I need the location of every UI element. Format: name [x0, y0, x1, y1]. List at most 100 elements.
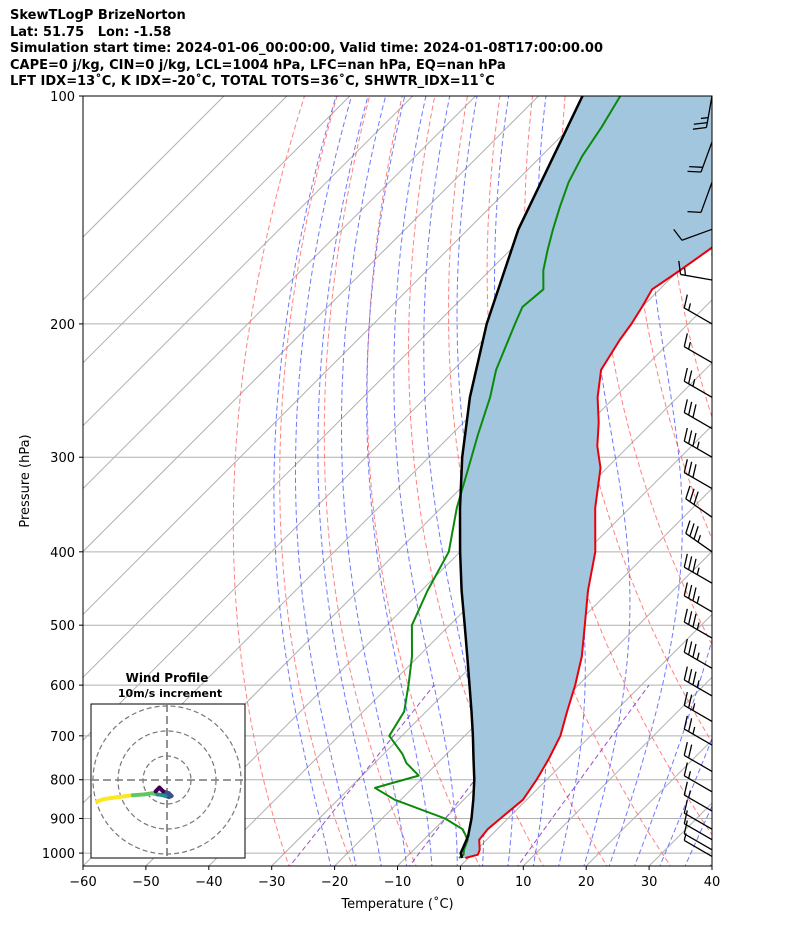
y-tick-label: 100	[50, 90, 75, 105]
wind-barb-staff	[683, 380, 713, 398]
wind-barb-flag	[687, 401, 693, 416]
chart-title: SkewTLogP BrizeNorton	[10, 8, 186, 23]
wind-barb-half-flag	[692, 726, 696, 735]
moist-adiabat	[423, 96, 485, 866]
wind-barb	[683, 833, 713, 857]
mixing-ratio-line	[408, 684, 548, 866]
isotherm-line	[83, 96, 288, 301]
wind-barb	[678, 260, 713, 281]
wind-barb-staff	[700, 141, 713, 173]
cin-cape-shading	[460, 96, 712, 858]
wind-barb-staff	[683, 651, 713, 669]
wind-barb-flag	[687, 170, 702, 173]
wind-barb	[683, 427, 713, 458]
dry-adiabat	[279, 96, 354, 866]
wind-barb-staff	[683, 595, 713, 613]
y-tick-label: 400	[50, 546, 75, 561]
y-tick-label: 200	[50, 318, 75, 333]
moist-adiabat	[583, 96, 631, 866]
y-tick-label: 500	[50, 619, 75, 634]
wind-barb-flag	[692, 558, 697, 573]
x-tick-label: −20	[321, 875, 348, 890]
moist-adiabat	[608, 96, 683, 866]
x-tick-label: 0	[456, 875, 464, 890]
wind-barb-flag	[687, 211, 702, 213]
y-tick-label: 1000	[42, 847, 75, 862]
wind-barb-flag	[687, 641, 693, 655]
wind-barb-half-flag	[696, 652, 700, 660]
location-line: Lat: 51.75 Lon: -1.58	[10, 24, 172, 40]
hodograph-segment	[102, 795, 120, 801]
moist-adiabat	[393, 96, 458, 866]
wind-barb-staff	[681, 228, 713, 241]
wind-barb-flag	[692, 613, 697, 628]
wind-barb	[673, 228, 713, 241]
wind-barb-flag	[692, 643, 697, 658]
temperature-line	[465, 246, 712, 859]
wind-barb-flag	[683, 333, 688, 347]
wind-barb-staff	[683, 794, 713, 812]
wind-barb-staff	[683, 440, 713, 458]
y-tick-label: 900	[50, 812, 75, 827]
isotherm-line	[711, 865, 712, 866]
isotherm-line	[83, 96, 539, 553]
wind-barb-flag	[683, 820, 688, 834]
dry-adiabat	[448, 96, 608, 866]
moist-adiabat	[684, 804, 712, 866]
moist-adiabat	[734, 96, 794, 869]
wind-barb-flag	[687, 430, 693, 444]
wind-barb-staff	[683, 346, 713, 364]
wind-barb-half-flag	[696, 567, 700, 575]
wind-barb	[685, 485, 713, 518]
wind-barb	[683, 810, 713, 841]
wind-barb	[683, 781, 713, 812]
hodograph-trace	[92, 785, 174, 805]
wind-barb-staff	[683, 833, 713, 851]
wind-barb-flag	[689, 165, 703, 168]
wind-barb-staff	[683, 775, 713, 793]
wind-barb-flag	[693, 526, 699, 540]
wind-barb-flag	[683, 459, 688, 473]
wind-barb	[683, 399, 713, 430]
wind-barb-staff	[680, 273, 713, 281]
wind-barb-flag	[693, 491, 699, 505]
wind-barb	[687, 182, 713, 213]
wind-barb	[683, 367, 713, 398]
wind-barb	[683, 333, 713, 364]
wind-barb	[692, 95, 713, 130]
moist-adiabat	[634, 638, 712, 866]
y-tick-label: 700	[50, 730, 75, 745]
mixing-ratio-line	[517, 684, 650, 866]
moist-adiabat	[341, 96, 408, 866]
wind-barb-flag	[687, 694, 693, 709]
isotherm-line	[83, 96, 414, 427]
isotherm-line	[83, 96, 225, 238]
wind-barb-flag	[683, 715, 688, 730]
wind-barb-staff	[683, 728, 713, 746]
cape-line: CAPE=0 j/kg, CIN=0 j/kg, LCL=1004 hPa, L…	[10, 57, 506, 73]
hodograph-frame	[90, 703, 246, 859]
wind-barb-flag	[692, 587, 697, 601]
hodograph-segment	[115, 793, 135, 800]
wind-barb-half-flag	[700, 117, 709, 120]
wind-barb-staff	[705, 95, 713, 128]
indices-line: LFT IDX=13˚C, K IDX=-20˚C, TOTAL TOTS=36…	[10, 74, 495, 90]
mixing-ratio-line	[289, 684, 435, 866]
wind-barb-flag	[687, 611, 693, 625]
wind-barb-half-flag	[692, 379, 696, 387]
wind-barb-flag	[683, 810, 688, 824]
moist-adiabat	[295, 96, 357, 866]
x-tick-label: 40	[704, 875, 721, 890]
moist-adiabat	[366, 96, 433, 866]
wind-barb-flag	[692, 464, 697, 478]
wind-barb	[687, 141, 713, 173]
wind-barb-staff	[683, 823, 713, 841]
wind-barb-flag	[689, 488, 695, 502]
isotherm-line	[334, 487, 712, 866]
wind-barb	[683, 608, 713, 639]
wind-barb	[685, 520, 713, 553]
wind-barb-staff	[683, 812, 713, 830]
x-tick-label: −60	[69, 875, 96, 890]
wind-barb-flag	[692, 126, 707, 130]
